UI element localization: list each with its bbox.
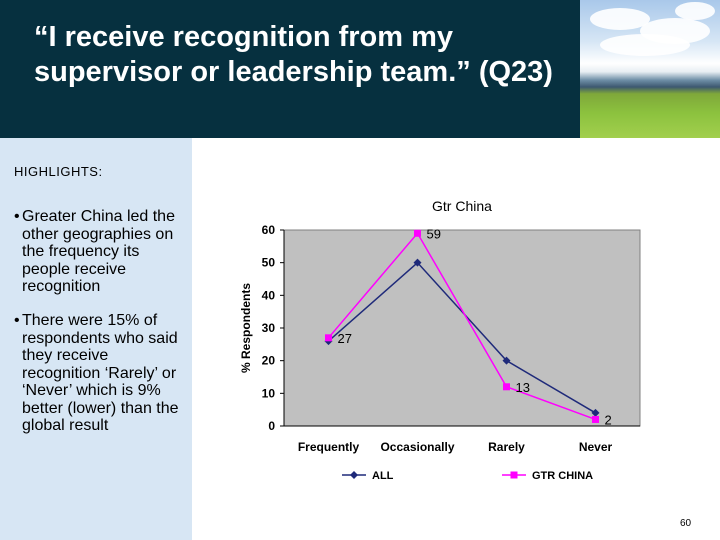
highlights-heading: HIGHLIGHTS: — [14, 164, 103, 179]
slide-title: “I receive recognition from my superviso… — [34, 21, 553, 88]
bullet-dot: • — [14, 208, 20, 225]
data-point — [414, 229, 421, 237]
highlight-text: There were 15% of respondents who said t… — [22, 312, 179, 434]
data-label: 13 — [516, 380, 530, 395]
y-tick-label: 50 — [262, 256, 276, 270]
page-number: 60 — [680, 518, 692, 529]
data-label: 2 — [605, 412, 612, 427]
legend-label: GTR CHINA — [532, 470, 593, 482]
highlight-bullet: • There were 15% of respondents who said… — [14, 312, 186, 435]
y-tick-label: 0 — [268, 419, 275, 433]
line-chart: Gtr China 0 10 20 30 40 50 60 % Respondents Frequ… — [239, 198, 641, 482]
series-line-all — [328, 261, 596, 414]
y-tick-label: 10 — [262, 386, 276, 400]
y-axis-title: % Respondents — [239, 283, 253, 373]
x-tick-label: Rarely — [488, 440, 525, 454]
data-point — [591, 408, 600, 417]
crowd-on-hill-photo — [580, 0, 720, 138]
y-tick-label: 30 — [262, 321, 276, 335]
legend-marker — [510, 471, 518, 479]
x-tick-label: Occasionally — [380, 440, 454, 454]
x-tick-label: Frequently — [298, 440, 360, 454]
legend-label: ALL — [372, 470, 394, 482]
title-banner: “I receive recognition from my superviso… — [0, 0, 580, 138]
highlight-text: Greater China led the other geographies … — [22, 208, 175, 295]
data-point — [592, 415, 599, 423]
chart-title: Gtr China — [432, 198, 492, 214]
y-tick-label: 20 — [262, 354, 276, 368]
data-label: 27 — [338, 331, 352, 346]
data-point — [503, 383, 510, 391]
y-tick-label: 60 — [262, 223, 276, 237]
series-line-gtr-china — [327, 231, 596, 421]
legend-marker — [350, 471, 358, 479]
x-tick-label: Never — [579, 440, 613, 454]
bullet-dot: • — [14, 312, 20, 329]
data-point — [325, 334, 332, 342]
data-point — [502, 356, 511, 365]
highlight-bullet: • Greater China led the other geographie… — [14, 208, 186, 296]
data-label: 59 — [427, 226, 441, 241]
highlights-panel — [0, 138, 192, 540]
y-tick-label: 40 — [262, 288, 276, 302]
